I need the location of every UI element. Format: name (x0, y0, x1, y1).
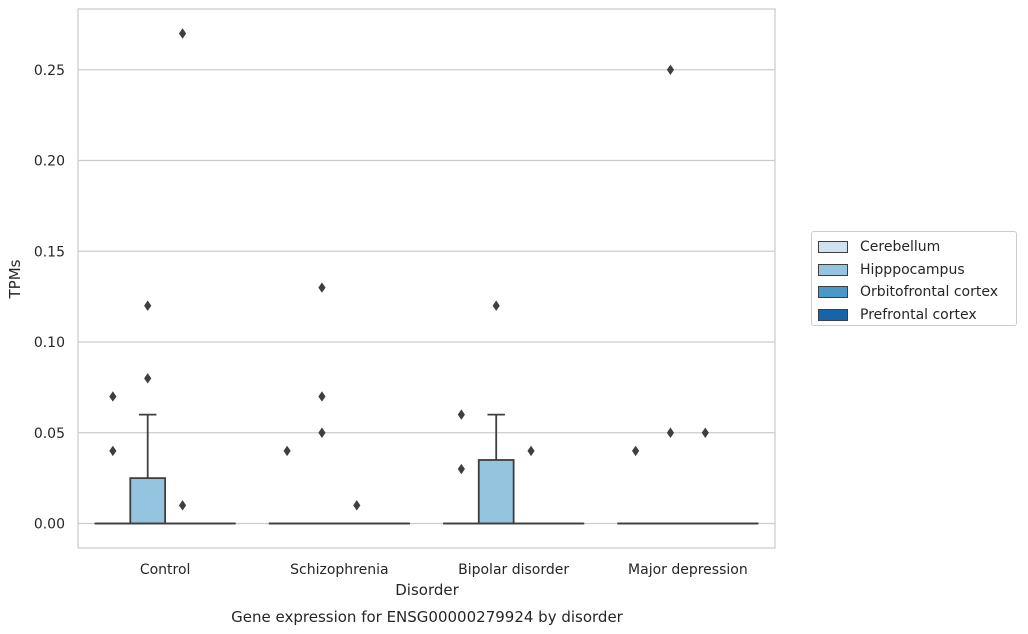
outlier-point-control-hipppocampus (144, 300, 152, 311)
legend-label-orbitofrontal-cortex: Orbitofrontal cortex (860, 284, 998, 301)
outlier-point-control-cerebellum (109, 445, 117, 457)
y-tick-label: 0.00 (34, 517, 65, 533)
y-tick-label: 0.05 (34, 426, 65, 442)
legend-item-cerebellum: Cerebellum (818, 236, 1016, 259)
legend-swatch-hippocampus (818, 263, 848, 276)
x-tick-label-major-depression: Major depression (628, 562, 748, 578)
outlier-point-schizophrenia-hipppocampus (318, 391, 326, 402)
outlier-point-control-cerebellum (109, 391, 117, 402)
outlier-point-schizophrenia-hipppocampus (318, 282, 326, 293)
outlier-point-schizophrenia-orbitofrontal-cortex (353, 500, 361, 511)
outlier-point-major-depression-hipppocampus (666, 427, 675, 438)
y-tick-label: 0.10 (34, 335, 65, 351)
plot-area-frame (77, 8, 776, 549)
gridlines (78, 69, 775, 525)
y-axis-title: TPMs (6, 259, 24, 299)
outlier-point-control-hipppocampus (144, 373, 152, 384)
box-rect-control-hipppocampus (129, 477, 167, 525)
legend-label-prefrontal-cortex: Prefrontal cortex (860, 306, 977, 323)
outlier-point-major-depression-orbitofrontal-cortex (701, 427, 709, 438)
x-axis-title: Disorder (395, 581, 459, 599)
outlier-point-bipolar-disorder-cerebellum (457, 409, 465, 420)
boxes (94, 413, 759, 525)
outlier-point-bipolar-disorder-cerebellum (457, 463, 465, 475)
outlier-point-major-depression-cerebellum (632, 445, 640, 457)
y-tick-label: 0.25 (34, 63, 65, 79)
y-tick-label: 0.20 (34, 154, 65, 170)
legend: Cerebellum Hipppocampus Orbitofrontal co… (811, 231, 1017, 326)
chart-title: Gene expression for ENSG00000279924 by d… (231, 608, 624, 626)
outliers (109, 28, 709, 511)
y-tick-label: 0.15 (34, 244, 65, 260)
box-control-hipppocampus (129, 413, 167, 525)
legend-label-hippocampus: Hipppocampus (860, 261, 965, 278)
x-axis-ticks: Control Schizophrenia Bipolar disorder Majo… (140, 562, 748, 578)
outlier-point-schizophrenia-cerebellum (283, 445, 291, 457)
x-tick-label-bipolar-disorder: Bipolar disorder (458, 562, 569, 578)
legend-swatch-orbitofrontal-cortex (818, 286, 848, 299)
y-axis-ticks: 0.00 0.05 0.10 0.15 0.20 0.25 (34, 63, 65, 533)
legend-item-hippocampus: Hipppocampus (818, 259, 1016, 282)
x-tick-label-schizophrenia: Schizophrenia (290, 562, 388, 578)
outlier-point-major-depression-hipppocampus (666, 64, 675, 75)
legend-swatch-cerebellum (818, 241, 848, 254)
outlier-point-bipolar-disorder-hipppocampus (492, 300, 500, 311)
outlier-point-bipolar-disorder-orbitofrontal-cortex (527, 445, 535, 457)
legend-item-prefrontal-cortex: Prefrontal cortex (818, 304, 1016, 327)
outlier-point-schizophrenia-hipppocampus (318, 427, 326, 438)
legend-swatch-prefrontal-cortex (818, 308, 848, 321)
legend-item-orbitofrontal-cortex: Orbitofrontal cortex (818, 281, 1016, 304)
legend-label-cerebellum: Cerebellum (860, 239, 941, 256)
outlier-point-control-orbitofrontal-cortex (178, 28, 187, 39)
x-tick-label-control: Control (140, 562, 191, 578)
box-bipolar-disorder-hipppocampus (477, 413, 515, 525)
box-rect-bipolar-disorder-hipppocampus (477, 459, 515, 525)
outlier-point-control-orbitofrontal-cortex (178, 500, 187, 511)
